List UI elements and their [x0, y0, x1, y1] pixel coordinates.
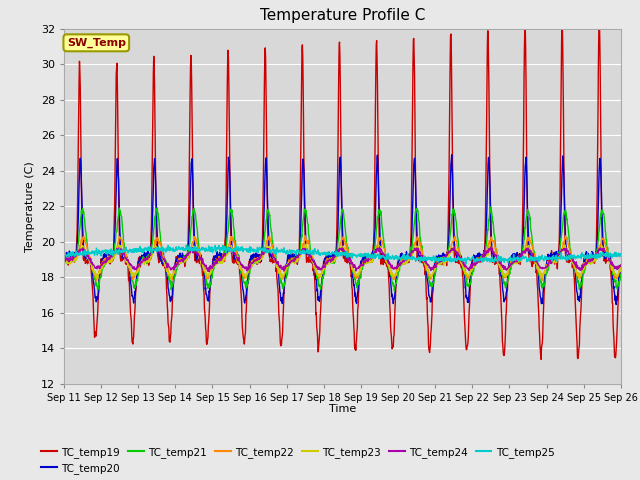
- TC_temp23: [617, 266, 625, 272]
- TC_temp22: [552, 258, 559, 264]
- TC_temp21: [246, 267, 254, 273]
- TC_temp21: [552, 257, 559, 263]
- TC_temp25: [184, 247, 192, 252]
- TC_temp20: [60, 257, 68, 263]
- TC_temp19: [595, 17, 603, 23]
- TC_temp25: [60, 251, 68, 257]
- TC_temp19: [429, 289, 436, 295]
- TC_temp22: [301, 233, 309, 239]
- TC_temp22: [93, 278, 100, 284]
- TC_temp25: [170, 248, 178, 253]
- TC_temp21: [502, 282, 510, 288]
- TC_temp23: [60, 259, 68, 264]
- TC_temp20: [502, 294, 509, 300]
- TC_temp23: [575, 276, 583, 282]
- TC_temp24: [205, 269, 213, 275]
- TC_temp22: [171, 266, 179, 272]
- Line: TC_temp20: TC_temp20: [64, 155, 621, 304]
- TC_temp23: [170, 267, 178, 273]
- TC_temp24: [170, 263, 178, 269]
- Legend: TC_temp19, TC_temp20, TC_temp21, TC_temp22, TC_temp23, TC_temp24, TC_temp25: TC_temp19, TC_temp20, TC_temp21, TC_temp…: [37, 443, 559, 478]
- TC_temp20: [551, 256, 559, 262]
- TC_temp19: [537, 357, 545, 362]
- TC_temp23: [551, 260, 559, 266]
- TC_temp22: [617, 264, 625, 270]
- Line: TC_temp25: TC_temp25: [64, 245, 621, 264]
- Text: SW_Temp: SW_Temp: [67, 37, 126, 48]
- TC_temp21: [170, 276, 178, 282]
- X-axis label: Time: Time: [329, 405, 356, 414]
- TC_temp21: [617, 272, 625, 277]
- TC_temp25: [429, 254, 437, 260]
- TC_temp24: [552, 254, 559, 260]
- TC_temp19: [246, 259, 254, 265]
- Line: TC_temp24: TC_temp24: [64, 247, 621, 272]
- TC_temp23: [246, 266, 254, 272]
- TC_temp25: [552, 254, 559, 260]
- TC_temp24: [502, 267, 510, 273]
- TC_temp21: [487, 204, 495, 210]
- TC_temp24: [246, 263, 254, 269]
- Line: TC_temp19: TC_temp19: [64, 20, 621, 360]
- TC_temp20: [170, 270, 178, 276]
- TC_temp25: [502, 257, 510, 263]
- TC_temp20: [448, 152, 456, 157]
- TC_temp25: [182, 242, 190, 248]
- TC_temp19: [551, 258, 559, 264]
- TC_temp22: [246, 262, 254, 268]
- Y-axis label: Temperature (C): Temperature (C): [25, 161, 35, 252]
- TC_temp23: [502, 273, 509, 279]
- TC_temp20: [429, 282, 436, 288]
- TC_temp23: [302, 241, 310, 247]
- TC_temp24: [60, 258, 68, 264]
- TC_temp21: [60, 255, 68, 261]
- TC_temp24: [429, 264, 437, 270]
- TC_temp19: [170, 267, 178, 273]
- Line: TC_temp23: TC_temp23: [64, 244, 621, 279]
- TC_temp23: [429, 270, 437, 276]
- TC_temp22: [60, 259, 68, 264]
- TC_temp25: [462, 261, 470, 267]
- TC_temp19: [184, 243, 191, 249]
- TC_temp20: [617, 264, 625, 269]
- TC_temp24: [451, 244, 458, 250]
- TC_temp19: [60, 259, 68, 265]
- TC_temp25: [246, 246, 254, 252]
- TC_temp24: [617, 262, 625, 268]
- TC_temp19: [617, 265, 625, 271]
- Line: TC_temp21: TC_temp21: [64, 207, 621, 291]
- TC_temp22: [184, 252, 192, 258]
- TC_temp19: [502, 329, 509, 335]
- TC_temp24: [184, 252, 191, 258]
- Line: TC_temp22: TC_temp22: [64, 236, 621, 281]
- Title: Temperature Profile C: Temperature Profile C: [260, 9, 425, 24]
- TC_temp21: [429, 280, 437, 286]
- TC_temp22: [429, 269, 437, 275]
- TC_temp25: [617, 252, 625, 258]
- TC_temp20: [612, 301, 620, 307]
- TC_temp21: [184, 249, 191, 254]
- TC_temp23: [184, 255, 191, 261]
- TC_temp20: [184, 252, 191, 257]
- TC_temp21: [390, 288, 398, 294]
- TC_temp20: [246, 256, 254, 262]
- TC_temp22: [502, 271, 510, 277]
